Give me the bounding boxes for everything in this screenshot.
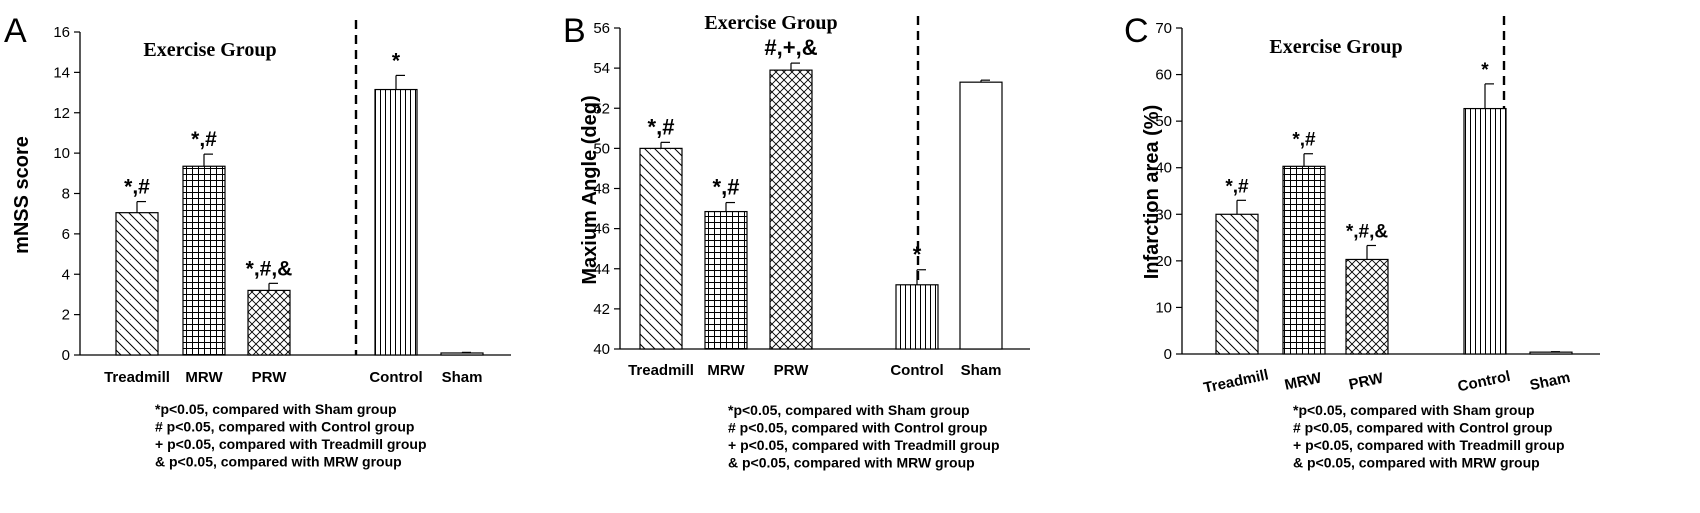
significance-label: *,# [191,128,217,151]
y-tick-label: 44 [593,261,610,278]
footnote: & p<0.05, compared with MRW group [1293,455,1540,471]
x-category-label: Treadmill [104,369,170,386]
y-tick-label: 8 [62,186,70,203]
footnote: *p<0.05, compared with Sham group [155,401,397,417]
footnote: + p<0.05, compared with Treadmill group [728,437,1000,453]
bar-prw [769,69,813,350]
y-tick-label: 30 [1155,206,1172,223]
significance-label: * [1481,60,1489,81]
group-title: Exercise Group [143,39,276,61]
x-category-label: Control [369,369,422,386]
y-tick-label: 48 [593,181,610,198]
bar-control [895,284,939,350]
bar-treadmill [639,147,683,350]
y-tick-label: 50 [1155,113,1172,130]
x-category-label: PRW [252,369,288,386]
chart-panel-c: C 0 10 20 30 40 50 60 70 Infarction area (%) Exerc… [1124,12,1600,471]
bar-prw [247,289,291,356]
group-title: Exercise Group [704,12,837,34]
footnote: + p<0.05, compared with Treadmill group [155,436,427,452]
y-tick-label: 50 [593,140,610,157]
footnote: *p<0.05, compared with Sham group [1293,402,1535,418]
y-tick-label: 6 [62,226,70,243]
y-axis-label: mNSS score [11,136,33,254]
bar-sham [1529,351,1573,355]
bar-mrw [1282,165,1326,355]
y-axis-label: Maxium Angle (deg) [579,95,601,284]
bar-sham [440,352,484,356]
significance-label: * [392,49,401,72]
chart-panel-b: B 40 42 44 46 48 50 52 54 56 Maxium Angle (deg) Exe… [563,12,1030,471]
significance-label: *,# [713,175,740,200]
y-tick-label: 46 [593,221,610,238]
y-tick-label: 2 [62,307,70,324]
x-category-label: PRW [774,362,810,379]
x-category-label: Sham [442,369,483,386]
bar-mrw [182,165,226,356]
y-tick-label: 20 [1155,253,1172,270]
panel-letter: A [4,12,27,50]
significance-label: *,# [648,114,675,139]
y-tick-label: 70 [1155,20,1172,37]
x-category-label: PRW [1347,370,1385,394]
x-category-label: Treadmill [1202,366,1270,396]
x-category-label: Sham [961,362,1002,379]
y-axis-label: Infarction area (%) [1141,105,1163,279]
footnote: + p<0.05, compared with Treadmill group [1293,437,1565,453]
x-category-label: Treadmill [628,362,694,379]
footnote: *p<0.05, compared with Sham group [728,402,970,418]
panel-letter: C [1124,12,1149,50]
significance-label: *,# [1225,176,1249,197]
x-category-label: MRW [1283,369,1324,394]
y-tick-label: 0 [62,347,70,364]
bar-control [374,88,418,356]
y-tick-label: 40 [593,341,610,358]
group-title: Exercise Group [1269,36,1402,58]
bar-control [1463,107,1507,355]
x-category-label: MRW [707,362,745,379]
significance-label: #,+,& [764,35,817,60]
y-tick-label: 60 [1155,67,1172,84]
y-tick-label: 10 [1155,299,1172,316]
y-tick-label: 10 [53,145,70,162]
y-tick-label: 56 [593,20,610,37]
footnote: # p<0.05, compared with Control group [728,420,987,436]
bar-prw [1345,258,1389,355]
y-tick-label: 42 [593,301,610,318]
y-tick-label: 40 [1155,160,1172,177]
y-tick-label: 12 [53,105,70,122]
footnote: # p<0.05, compared with Control group [155,419,414,435]
significance-label: *,#,& [1346,221,1389,242]
y-tick-label: 54 [593,60,610,77]
chart-panel-a: A 0 2 4 6 8 10 12 14 16 mNSS score Exercise Group *,… [4,12,511,470]
significance-label: *,#,& [246,257,293,280]
footnote: & p<0.05, compared with MRW group [728,455,975,471]
significance-label: * [913,242,922,267]
x-category-label: Sham [1528,369,1572,394]
y-tick-label: 4 [62,266,70,283]
bar-sham [959,81,1003,350]
panel-letter: B [563,12,586,50]
x-category-label: MRW [185,369,223,386]
significance-label: *,# [1292,130,1316,151]
bar-treadmill [1215,213,1259,355]
footnote: & p<0.05, compared with MRW group [155,454,402,470]
bar-mrw [704,210,748,350]
y-tick-label: 52 [593,100,610,117]
y-tick-label: 14 [53,64,70,81]
significance-label: *,# [124,176,150,199]
y-tick-label: 16 [53,24,70,41]
x-category-label: Control [890,362,943,379]
y-tick-label: 0 [1164,346,1172,363]
footnote: # p<0.05, compared with Control group [1293,420,1552,436]
x-category-label: Control [1456,368,1512,396]
bar-treadmill [115,212,159,356]
